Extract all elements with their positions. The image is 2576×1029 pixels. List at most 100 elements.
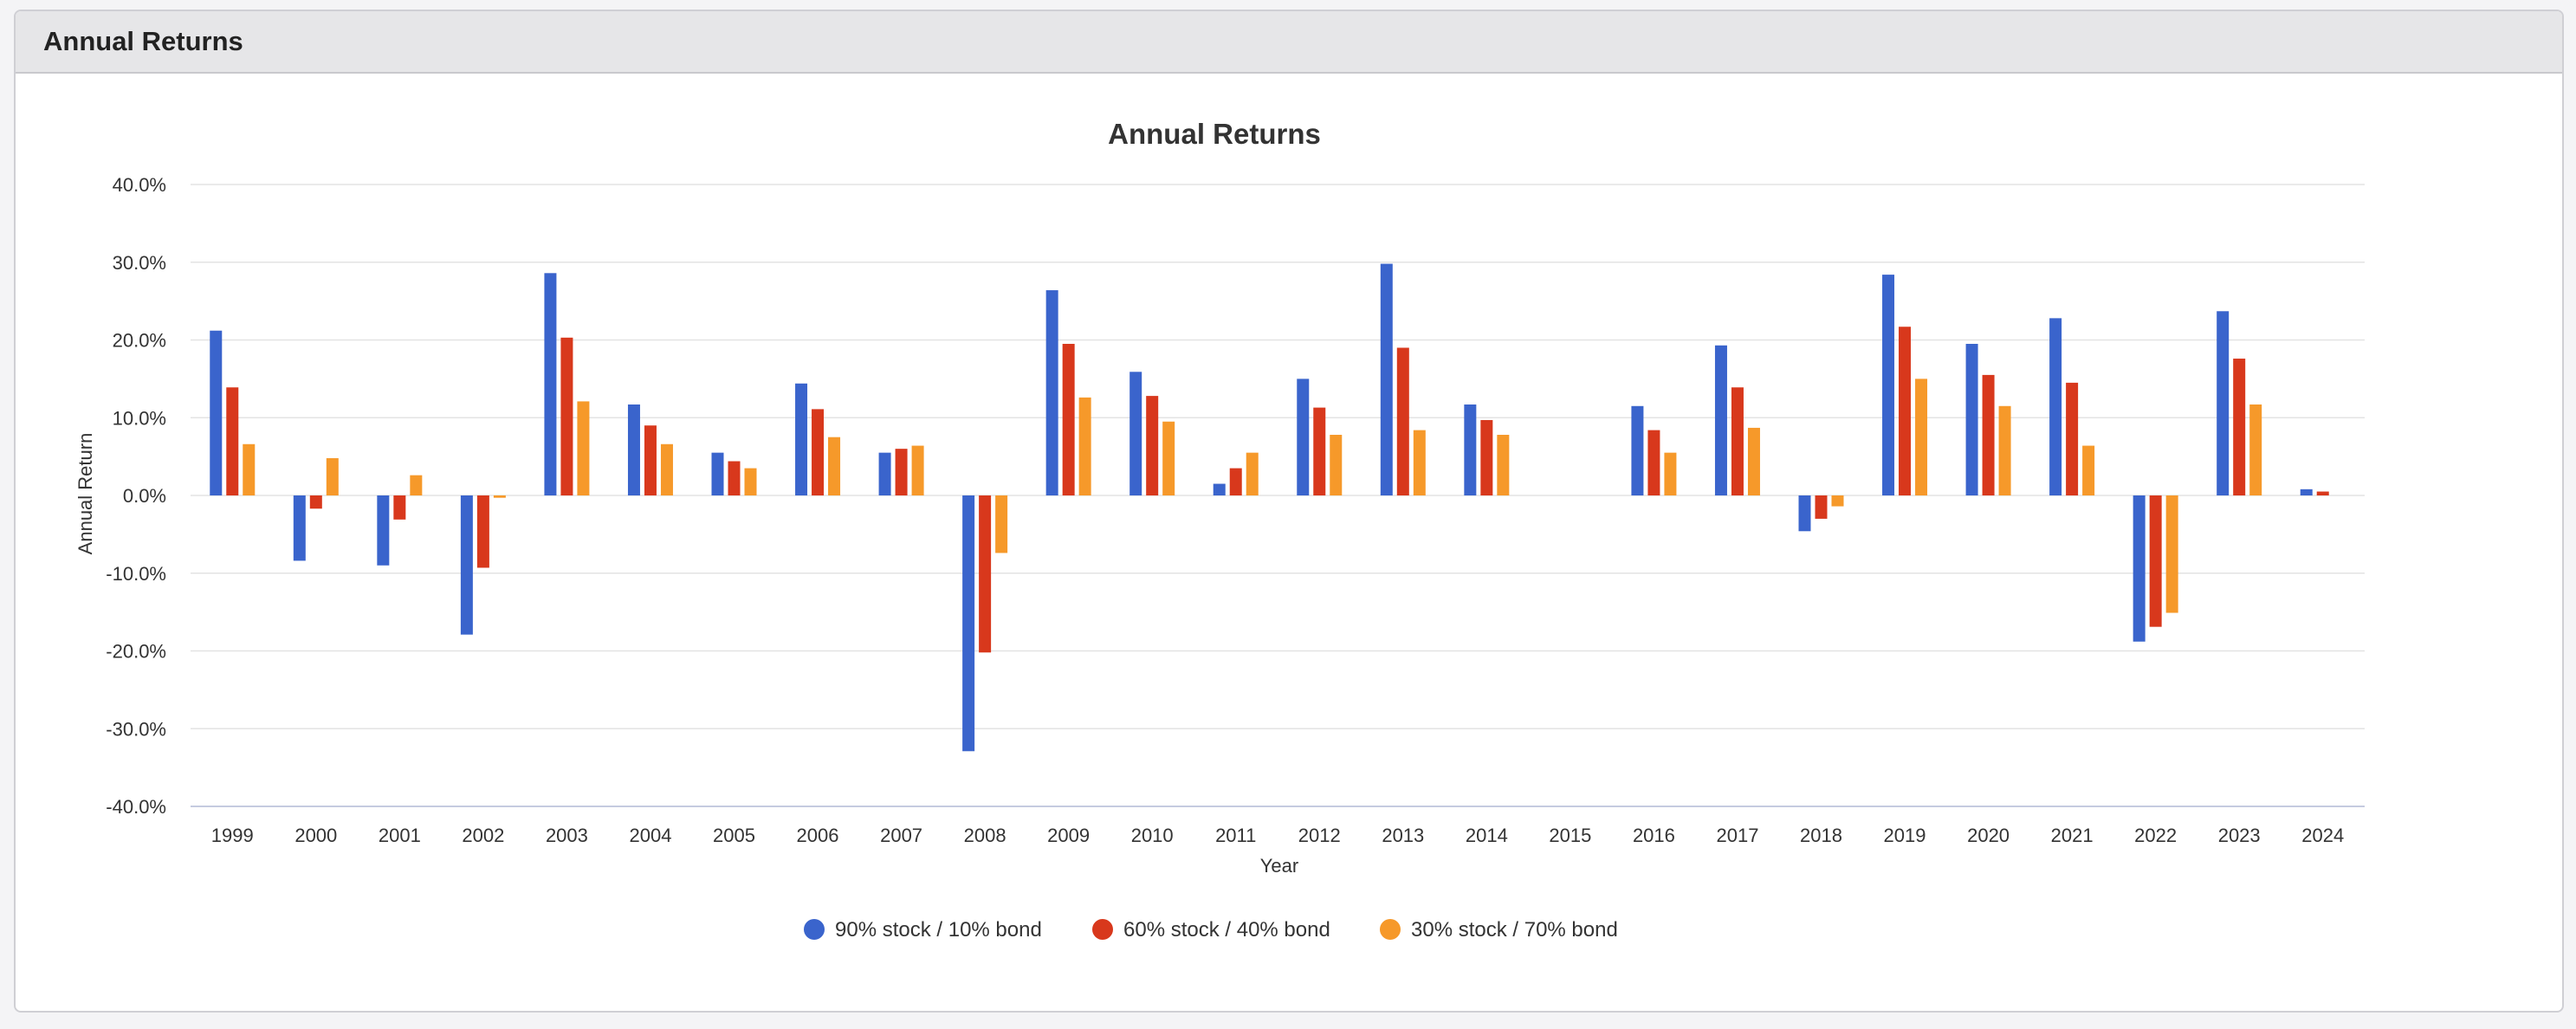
bar-2018-series-3[interactable]: [1831, 495, 1844, 507]
bar-2024-series-1[interactable]: [2300, 489, 2313, 495]
bar-2012-series-1[interactable]: [1297, 379, 1310, 495]
bar-2010-series-1[interactable]: [1129, 372, 1142, 495]
bar-2008-series-2[interactable]: [979, 495, 992, 653]
y-tick-label: -10.0%: [106, 563, 166, 585]
bar-2023-series-3[interactable]: [2249, 404, 2262, 495]
bar-2016-series-1[interactable]: [1631, 405, 1644, 495]
bar-2011-series-1[interactable]: [1213, 483, 1226, 495]
x-tick-label: 2021: [2051, 825, 2094, 846]
bar-2013-series-1[interactable]: [1380, 263, 1393, 495]
bar-2007-series-2[interactable]: [895, 449, 908, 495]
bar-2021-series-3[interactable]: [2082, 445, 2095, 495]
y-tick-label: 0.0%: [123, 485, 166, 507]
bar-2014-series-1[interactable]: [1464, 404, 1477, 495]
bar-2021-series-2[interactable]: [2066, 382, 2079, 495]
bar-2010-series-2[interactable]: [1146, 396, 1159, 495]
legend-item[interactable]: 90% stock / 10% bond: [804, 918, 1042, 942]
bar-2010-series-3[interactable]: [1162, 421, 1175, 495]
bar-2016-series-3[interactable]: [1664, 452, 1677, 495]
bar-2003-series-1[interactable]: [544, 273, 557, 495]
bar-2011-series-2[interactable]: [1229, 468, 1242, 495]
x-tick-label: 2010: [1131, 825, 1174, 846]
bar-2001-series-3[interactable]: [410, 475, 423, 495]
x-tick-label: 2005: [713, 825, 755, 846]
y-tick-label: -30.0%: [106, 718, 166, 740]
bar-2009-series-3[interactable]: [1078, 397, 1091, 495]
bar-2006-series-2[interactable]: [812, 409, 825, 495]
bar-2001-series-1[interactable]: [377, 495, 390, 566]
bar-2022-series-3[interactable]: [2165, 495, 2178, 613]
bar-2002-series-3[interactable]: [493, 495, 506, 498]
x-tick-label: 2020: [1967, 825, 2010, 846]
bar-1999-series-1[interactable]: [210, 330, 223, 495]
bar-2020-series-1[interactable]: [1965, 343, 1978, 495]
bar-2016-series-2[interactable]: [1647, 430, 1660, 495]
x-axis-ticks: 1999 2000 2001 2002 2003 2004 2005 2006 2007 2008…: [211, 825, 2344, 846]
bar-2013-series-3[interactable]: [1413, 430, 1426, 495]
bar-2019-series-3[interactable]: [1915, 379, 1928, 495]
bar-2013-series-2[interactable]: [1396, 347, 1409, 495]
bar-2017-series-3[interactable]: [1747, 427, 1760, 495]
bar-2002-series-1[interactable]: [460, 495, 473, 635]
legend-marker: [1380, 919, 1401, 940]
bar-2003-series-3[interactable]: [577, 401, 590, 495]
grid-lines: [191, 184, 2365, 807]
bar-2002-series-2[interactable]: [476, 495, 489, 568]
bar-2012-series-2[interactable]: [1313, 407, 1326, 495]
bar-2000-series-3[interactable]: [326, 457, 339, 495]
bar-2011-series-3[interactable]: [1246, 452, 1259, 495]
bar-2024-series-2[interactable]: [2316, 491, 2329, 495]
bar-2017-series-1[interactable]: [1714, 345, 1727, 495]
bar-2021-series-1[interactable]: [2049, 318, 2062, 495]
y-tick-label: 40.0%: [113, 174, 166, 196]
panel-title: Annual Returns: [43, 26, 243, 56]
bar-2004-series-1[interactable]: [627, 404, 640, 495]
bar-2004-series-2[interactable]: [644, 425, 657, 495]
x-tick-label: 2018: [1800, 825, 1842, 846]
bar-2019-series-1[interactable]: [1882, 275, 1895, 495]
bar-2004-series-3[interactable]: [660, 443, 673, 495]
bar-2020-series-3[interactable]: [1998, 405, 2011, 495]
bar-2000-series-2[interactable]: [309, 495, 322, 509]
bar-2014-series-2[interactable]: [1480, 419, 1493, 495]
bar-2018-series-2[interactable]: [1815, 495, 1828, 519]
bar-2009-series-1[interactable]: [1045, 290, 1058, 495]
bar-2019-series-2[interactable]: [1899, 327, 1912, 495]
bar-2008-series-1[interactable]: [962, 495, 975, 752]
bar-2018-series-1[interactable]: [1798, 495, 1811, 532]
bar-2007-series-3[interactable]: [911, 445, 924, 495]
bar-2006-series-3[interactable]: [828, 437, 841, 495]
legend-label: 90% stock / 10% bond: [835, 918, 1042, 942]
bar-2008-series-3[interactable]: [995, 495, 1008, 553]
bar-2007-series-1[interactable]: [878, 452, 891, 495]
bar-2003-series-2[interactable]: [560, 337, 573, 495]
bars: [210, 263, 2329, 752]
y-tick-label: 30.0%: [113, 252, 166, 274]
x-tick-label: 2006: [797, 825, 839, 846]
bar-2017-series-2[interactable]: [1731, 387, 1744, 495]
bar-1999-series-3[interactable]: [243, 443, 256, 495]
bar-2012-series-3[interactable]: [1330, 434, 1343, 495]
legend-label: 60% stock / 40% bond: [1123, 918, 1330, 942]
bar-2001-series-2[interactable]: [393, 495, 406, 520]
legend: 90% stock / 10% bond 60% stock / 40% bond…: [804, 918, 1618, 942]
bar-2009-series-2[interactable]: [1062, 343, 1075, 495]
bar-2023-series-2[interactable]: [2233, 359, 2246, 495]
bar-2022-series-2[interactable]: [2149, 495, 2162, 627]
legend-item[interactable]: 30% stock / 70% bond: [1380, 918, 1618, 942]
bar-2005-series-1[interactable]: [711, 452, 724, 495]
bar-2005-series-3[interactable]: [744, 468, 757, 495]
bar-2020-series-2[interactable]: [1982, 374, 1995, 495]
bar-2014-series-3[interactable]: [1497, 434, 1510, 495]
bar-2022-series-1[interactable]: [2133, 495, 2146, 642]
bar-2006-series-1[interactable]: [795, 383, 808, 495]
bar-2000-series-1[interactable]: [293, 495, 306, 561]
x-tick-label: 2000: [294, 825, 337, 846]
chart-title: Annual Returns: [1108, 118, 1321, 150]
bar-1999-series-2[interactable]: [226, 387, 239, 495]
bar-2023-series-1[interactable]: [2217, 311, 2230, 495]
annual-returns-chart: Annual Returns 40.0% 30.0% 20.0% 10.0% 0.0% -…: [74, 118, 2365, 942]
x-tick-label: 2008: [964, 825, 1006, 846]
legend-item[interactable]: 60% stock / 40% bond: [1092, 918, 1330, 942]
bar-2005-series-2[interactable]: [728, 461, 741, 495]
